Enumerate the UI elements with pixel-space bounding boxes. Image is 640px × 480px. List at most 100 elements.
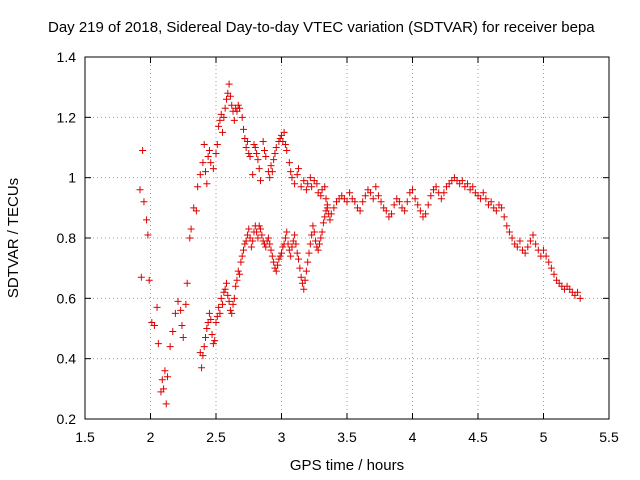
- data-point: [225, 80, 233, 88]
- data-point: [160, 385, 168, 393]
- data-point: [440, 189, 448, 197]
- data-point: [243, 137, 251, 145]
- data-point: [409, 186, 416, 194]
- data-point: [209, 340, 217, 348]
- data-point: [268, 252, 276, 260]
- data-point: [230, 294, 238, 302]
- data-point: [310, 228, 318, 236]
- x-axis-label: GPS time / hours: [290, 457, 404, 474]
- grid: [85, 57, 609, 419]
- data-point: [266, 174, 274, 182]
- data-point: [249, 171, 257, 179]
- data-point: [295, 165, 303, 173]
- data-point: [464, 180, 472, 188]
- data-point: [542, 252, 550, 260]
- data-point: [219, 128, 227, 136]
- data-point: [498, 204, 506, 212]
- data-point: [521, 249, 529, 257]
- y-tick-label: 0.2: [57, 411, 77, 427]
- data-point: [249, 237, 257, 245]
- data-point: [228, 101, 236, 109]
- data-point: [283, 228, 291, 236]
- data-point: [369, 195, 377, 203]
- data-point: [145, 276, 153, 284]
- x-tick-label: 5.5: [599, 429, 619, 445]
- data-point: [226, 306, 234, 314]
- data-point: [516, 237, 524, 245]
- data-point: [288, 243, 296, 251]
- data-point: [323, 201, 331, 209]
- data-point: [306, 240, 314, 248]
- data-point: [207, 159, 215, 167]
- data-point: [229, 300, 237, 308]
- data-point: [216, 309, 224, 317]
- data-point: [136, 186, 144, 194]
- data-point: [144, 231, 152, 239]
- data-point: [246, 153, 254, 161]
- data-point: [220, 113, 228, 121]
- data-point: [372, 183, 380, 191]
- x-tick-label: 4: [409, 429, 417, 445]
- data-point: [234, 101, 242, 109]
- data-point: [346, 189, 354, 197]
- data-point: [225, 297, 233, 305]
- data-point: [137, 273, 145, 281]
- data-point: [270, 258, 278, 266]
- data-point: [271, 150, 279, 158]
- data-point: [208, 331, 216, 339]
- data-point: [219, 300, 227, 308]
- data-point: [267, 246, 275, 254]
- data-point: [215, 303, 223, 311]
- data-point: [291, 231, 299, 239]
- data-point: [500, 213, 508, 221]
- data-point: [574, 288, 582, 296]
- axis-ticks: 1.5 2 2.5 3 3.5 4 4.5 5 5.5 0.2 0.4 0.6 0.8 1 1.2 1.4: [57, 49, 619, 445]
- data-point: [198, 364, 206, 372]
- data-point: [293, 171, 301, 179]
- data-point: [292, 240, 300, 248]
- data-point: [326, 216, 334, 224]
- data-point: [403, 198, 411, 206]
- data-point: [321, 213, 329, 221]
- data-point: [432, 183, 440, 191]
- data-point: [169, 328, 177, 336]
- data-point: [202, 168, 210, 176]
- data-point: [222, 279, 230, 287]
- data-point: [164, 373, 172, 381]
- data-point: [205, 147, 213, 155]
- data-point: [221, 285, 229, 293]
- data-point: [255, 165, 263, 173]
- data-point: [212, 318, 220, 326]
- data-point: [228, 309, 236, 317]
- data-point: [171, 309, 179, 317]
- data-point: [253, 150, 261, 158]
- data-point: [212, 150, 220, 158]
- data-point: [240, 246, 248, 254]
- data-point: [153, 303, 161, 311]
- data-point: [330, 204, 338, 212]
- data-point: [262, 243, 270, 251]
- y-tick-label: 0.6: [57, 290, 77, 306]
- data-point: [492, 207, 500, 215]
- data-point: [262, 153, 270, 161]
- data-point: [284, 240, 292, 248]
- data-point: [313, 180, 321, 188]
- data-point: [318, 228, 326, 236]
- data-point: [253, 228, 261, 236]
- data-point: [221, 104, 229, 112]
- data-points: [136, 80, 584, 408]
- data-point: [309, 222, 317, 230]
- data-point: [416, 207, 424, 215]
- data-point: [240, 125, 248, 133]
- data-point: [216, 116, 224, 124]
- plot-frame: [84, 56, 610, 420]
- data-point: [279, 243, 287, 251]
- data-point: [469, 183, 477, 191]
- data-point: [302, 267, 310, 275]
- data-point: [154, 340, 162, 348]
- data-point: [267, 162, 275, 170]
- data-point: [304, 180, 312, 188]
- data-point: [297, 273, 305, 281]
- data-point: [260, 147, 268, 155]
